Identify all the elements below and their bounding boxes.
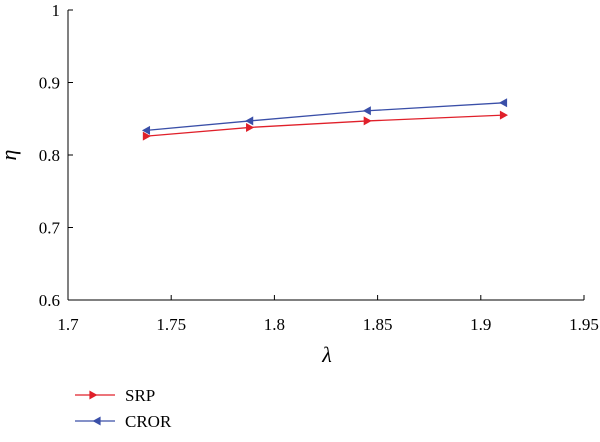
y-tick-label: 0.8 xyxy=(39,146,60,165)
data-point-srp xyxy=(499,110,509,120)
data-point-srp xyxy=(363,116,372,126)
series-layer xyxy=(141,98,509,141)
data-point-srp xyxy=(142,131,151,141)
data-point-cror xyxy=(141,125,151,135)
x-tick-label: 1.8 xyxy=(264,315,285,334)
data-point-cror xyxy=(245,116,254,126)
y-axis-label: η xyxy=(0,150,21,161)
legend: SRP CROR xyxy=(75,386,172,431)
y-tick-label: 0.7 xyxy=(39,219,61,238)
series-line-cror xyxy=(146,102,504,131)
legend-marker-cror xyxy=(92,416,101,426)
series-line-srp xyxy=(146,114,504,137)
data-point-srp xyxy=(246,122,255,132)
y-tick-label: 0.9 xyxy=(39,74,60,93)
y-tick-label: 1 xyxy=(52,1,61,20)
x-tick-label: 1.85 xyxy=(363,315,393,334)
legend-marker-srp xyxy=(89,390,98,400)
x-tick-label: 1.95 xyxy=(569,315,599,334)
x-tick-label: 1.75 xyxy=(156,315,186,334)
y-tick-label: 0.6 xyxy=(39,291,60,310)
legend-label-cror: CROR xyxy=(125,412,172,431)
x-axis-label: λ xyxy=(321,342,332,367)
data-point-cror xyxy=(362,106,371,116)
axes-layer: 1.7 1.75 1.8 1.85 1.9 1.95 0.6 0.7 0.8 0.9 1 xyxy=(39,1,599,334)
legend-label-srp: SRP xyxy=(125,386,155,405)
x-tick-label: 1.7 xyxy=(57,315,79,334)
data-point-cror xyxy=(499,98,508,108)
x-tick-label: 1.9 xyxy=(470,315,491,334)
